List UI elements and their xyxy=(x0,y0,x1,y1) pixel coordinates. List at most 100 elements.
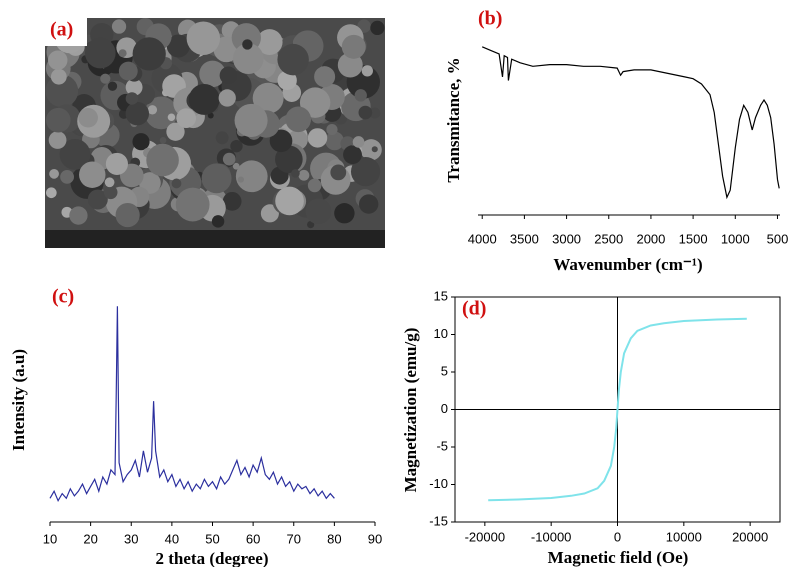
sem-particle xyxy=(87,189,108,210)
sem-particle xyxy=(118,49,127,58)
sem-particle xyxy=(79,161,106,188)
sem-particle xyxy=(314,66,336,88)
y-axis-title: Transmitance, % xyxy=(444,57,463,182)
x-tick-label: 1500 xyxy=(679,231,708,246)
sem-particle xyxy=(60,169,74,184)
sem-particle xyxy=(218,89,236,107)
sem-texture xyxy=(45,18,385,229)
y-tick-label: 5 xyxy=(441,363,448,378)
sem-particle xyxy=(188,84,220,115)
x-tick-label: 3000 xyxy=(552,231,581,246)
sem-particle xyxy=(47,50,68,71)
sem-particle xyxy=(115,202,140,228)
sem-particle xyxy=(103,185,118,200)
sem-particle xyxy=(325,131,344,151)
panel-label: (a) xyxy=(50,19,73,41)
sem-particle xyxy=(49,168,59,179)
sem-particle xyxy=(307,221,315,229)
sem-particle xyxy=(337,52,363,78)
sem-particle xyxy=(125,101,149,126)
sem-particle xyxy=(326,123,338,136)
sem-particle xyxy=(334,203,355,224)
sem-particle xyxy=(176,108,197,129)
sem-particle xyxy=(360,139,382,161)
sem-particle xyxy=(78,107,98,128)
sem-particle xyxy=(341,34,366,59)
sem-particle xyxy=(146,143,179,177)
y-tick-label: 15 xyxy=(434,288,448,303)
sem-particle xyxy=(45,107,71,133)
x-tick-label: 0 xyxy=(614,529,621,544)
sem-particle xyxy=(167,113,176,121)
x-tick-label: 2000 xyxy=(636,231,665,246)
sem-particle xyxy=(343,145,362,165)
sem-particle xyxy=(171,178,182,189)
sem-particle xyxy=(252,82,284,114)
sem-particle xyxy=(234,103,268,137)
sem-particle xyxy=(330,164,347,181)
sem-particle xyxy=(307,128,328,148)
x-axis-title: 2 theta (degree) xyxy=(156,549,269,567)
sem-particle xyxy=(215,131,229,145)
sem-particle xyxy=(219,66,238,85)
sem-particle xyxy=(132,37,166,71)
sem-particle xyxy=(107,81,118,91)
sem-particle xyxy=(307,178,322,193)
sem-particle xyxy=(100,73,111,84)
sem-particle xyxy=(175,187,210,222)
sem-particle xyxy=(242,39,253,50)
x-tick-label: 60 xyxy=(246,531,260,546)
sem-particle xyxy=(147,105,158,115)
sem-particle xyxy=(358,105,373,120)
sem-particle xyxy=(299,87,331,118)
sem-particle xyxy=(275,145,303,174)
y-axis-title: Magnetization (emu/g) xyxy=(401,328,420,493)
y-tick-label: 10 xyxy=(434,326,448,341)
panel-label: (b) xyxy=(478,8,502,30)
sem-particle xyxy=(166,122,185,141)
sem-particle xyxy=(230,139,243,153)
x-tick-label: 20000 xyxy=(732,529,768,544)
sem-particle xyxy=(132,133,150,151)
sem-particle xyxy=(285,106,312,133)
sem-particle xyxy=(277,70,297,91)
sem-particle xyxy=(232,162,240,170)
sem-particle xyxy=(232,43,264,75)
label-backdrop xyxy=(45,18,87,46)
sem-particle xyxy=(370,20,385,36)
sem-particle xyxy=(361,65,373,77)
x-tick-label: 500 xyxy=(767,231,788,246)
x-tick-label: 2500 xyxy=(594,231,623,246)
sem-particle xyxy=(111,19,127,34)
y-tick-label: 0 xyxy=(441,401,448,416)
sem-particle xyxy=(352,136,365,148)
sem-particle xyxy=(350,156,381,187)
sem-particle xyxy=(371,146,378,153)
x-tick-label: 10 xyxy=(43,531,57,546)
x-tick-label: 30 xyxy=(124,531,138,546)
sem-particle xyxy=(69,206,88,225)
sem-particle xyxy=(222,152,236,166)
sem-particle xyxy=(222,191,242,211)
sem-particle xyxy=(48,131,67,149)
sem-particle xyxy=(125,78,143,96)
sem-particle xyxy=(269,129,293,153)
sem-particle xyxy=(275,186,304,216)
sem-particle xyxy=(354,89,367,102)
sem-particle xyxy=(369,107,381,119)
sem-particle xyxy=(235,160,268,193)
sem-particle xyxy=(144,96,178,130)
sem-particle xyxy=(159,137,167,144)
x-tick-label: 90 xyxy=(368,531,382,546)
x-tick-label: 1000 xyxy=(721,231,750,246)
sem-particle xyxy=(260,204,279,223)
x-tick-label: 80 xyxy=(327,531,341,546)
sem-particle xyxy=(118,61,138,81)
x-tick-label: 40 xyxy=(165,531,179,546)
sem-particle xyxy=(277,43,309,76)
sem-info-bar xyxy=(45,230,385,248)
sem-particle xyxy=(237,176,244,183)
y-tick-label: -15 xyxy=(429,513,448,528)
sem-particle xyxy=(199,60,226,88)
sem-particle xyxy=(59,138,91,170)
